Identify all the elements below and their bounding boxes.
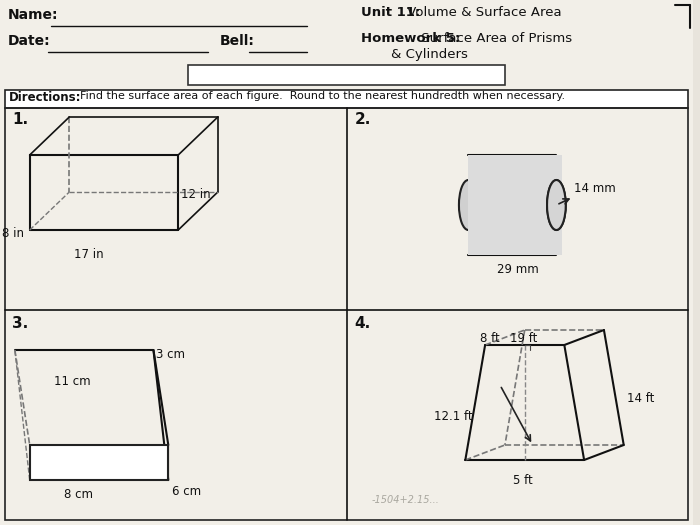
Text: 14 mm: 14 mm (574, 182, 616, 195)
Text: ** This is a 2-page document! **: ** This is a 2-page document! ** (240, 67, 453, 80)
Text: 5 ft: 5 ft (513, 474, 533, 487)
Text: 19 ft: 19 ft (510, 332, 537, 345)
Text: 2.: 2. (354, 112, 371, 127)
Text: 14 ft: 14 ft (626, 392, 654, 405)
Text: -1504+2.15...: -1504+2.15... (371, 495, 439, 505)
Text: 6 cm: 6 cm (172, 485, 202, 498)
Text: 8 ft: 8 ft (480, 332, 500, 345)
Bar (468, 155, 562, 255)
Ellipse shape (547, 180, 566, 230)
Text: 4.: 4. (354, 316, 371, 331)
Text: Volume & Surface Area: Volume & Surface Area (403, 6, 561, 19)
Text: 12.1 ft: 12.1 ft (433, 410, 473, 423)
Text: Directions:: Directions: (9, 91, 81, 104)
Text: 1.: 1. (12, 112, 28, 127)
Text: Date:: Date: (8, 34, 50, 48)
Text: & Cylinders: & Cylinders (391, 48, 468, 61)
Text: Bell:: Bell: (220, 34, 255, 48)
Text: 8 cm: 8 cm (64, 488, 93, 501)
Bar (5, 90, 688, 108)
Text: 3 cm: 3 cm (156, 348, 186, 361)
Text: 8 in: 8 in (2, 227, 24, 240)
Text: Homework 5:: Homework 5: (361, 32, 461, 45)
Text: 11 cm: 11 cm (55, 375, 91, 388)
Text: 29 mm: 29 mm (497, 263, 539, 276)
Text: 12 in: 12 in (181, 187, 211, 201)
Bar (29, 445, 168, 480)
Ellipse shape (547, 180, 566, 230)
Text: Find the surface area of each figure.  Round to the nearest hundredth when neces: Find the surface area of each figure. Ro… (74, 91, 566, 101)
Text: 4.3 cm: 4.3 cm (45, 470, 85, 483)
Bar (0, 0, 693, 88)
Text: Unit 11:: Unit 11: (361, 6, 421, 19)
Text: Name:: Name: (8, 8, 58, 22)
Bar (5, 108, 688, 520)
Bar (188, 65, 505, 85)
Text: Surface Area of Prisms: Surface Area of Prisms (416, 32, 572, 45)
Text: 3.: 3. (12, 316, 28, 331)
Text: 17 in: 17 in (74, 248, 104, 261)
Ellipse shape (459, 180, 477, 230)
